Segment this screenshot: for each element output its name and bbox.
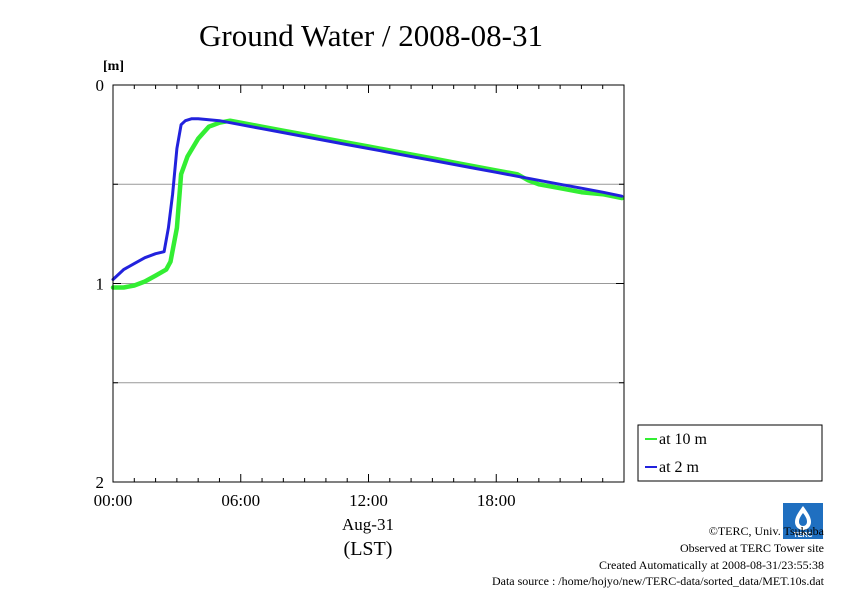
series-line-at-2-m bbox=[111, 117, 624, 281]
x-axis-label: (LST) bbox=[344, 538, 393, 560]
x-date-label: Aug-31 bbox=[342, 515, 394, 534]
legend-label-at-10m: at 10 m bbox=[659, 431, 708, 448]
x-tick-label: 00:00 bbox=[94, 491, 133, 510]
x-tick-label: 06:00 bbox=[221, 491, 260, 510]
terc-logo-icon: TERC bbox=[783, 503, 823, 539]
created-timestamp-text: Created Automatically at 2008-08-31/23:5… bbox=[599, 558, 824, 572]
terc-logo-text: TERC bbox=[793, 532, 812, 539]
legend-label-at-2m: at 2 m bbox=[659, 459, 700, 476]
series-line-at-10-m bbox=[110, 118, 625, 290]
y-tick-label: 2 bbox=[96, 473, 105, 492]
y-tick-label: 0 bbox=[96, 76, 105, 95]
y-axis: 0 1 2 bbox=[96, 76, 624, 492]
y-tick-label: 1 bbox=[96, 275, 105, 294]
x-axis: 00:00 06:00 12:00 18:00 bbox=[94, 85, 604, 510]
x-tick-label: 12:00 bbox=[349, 491, 388, 510]
gridlines bbox=[113, 183, 624, 384]
chart-title: Ground Water / 2008-08-31 bbox=[199, 18, 543, 53]
series-lines bbox=[110, 117, 625, 290]
copyright-text: ©TERC, Univ. Tsukuba bbox=[708, 524, 824, 538]
data-source-text: Data source : /home/hojyo/new/TERC-data/… bbox=[491, 574, 824, 588]
y-axis-unit: [m] bbox=[103, 59, 124, 74]
legend: at 10 m at 2 m bbox=[637, 424, 823, 482]
x-tick-label: 18:00 bbox=[477, 491, 516, 510]
observed-site-text: Observed at TERC Tower site bbox=[679, 541, 824, 555]
legend-box bbox=[637, 424, 823, 482]
